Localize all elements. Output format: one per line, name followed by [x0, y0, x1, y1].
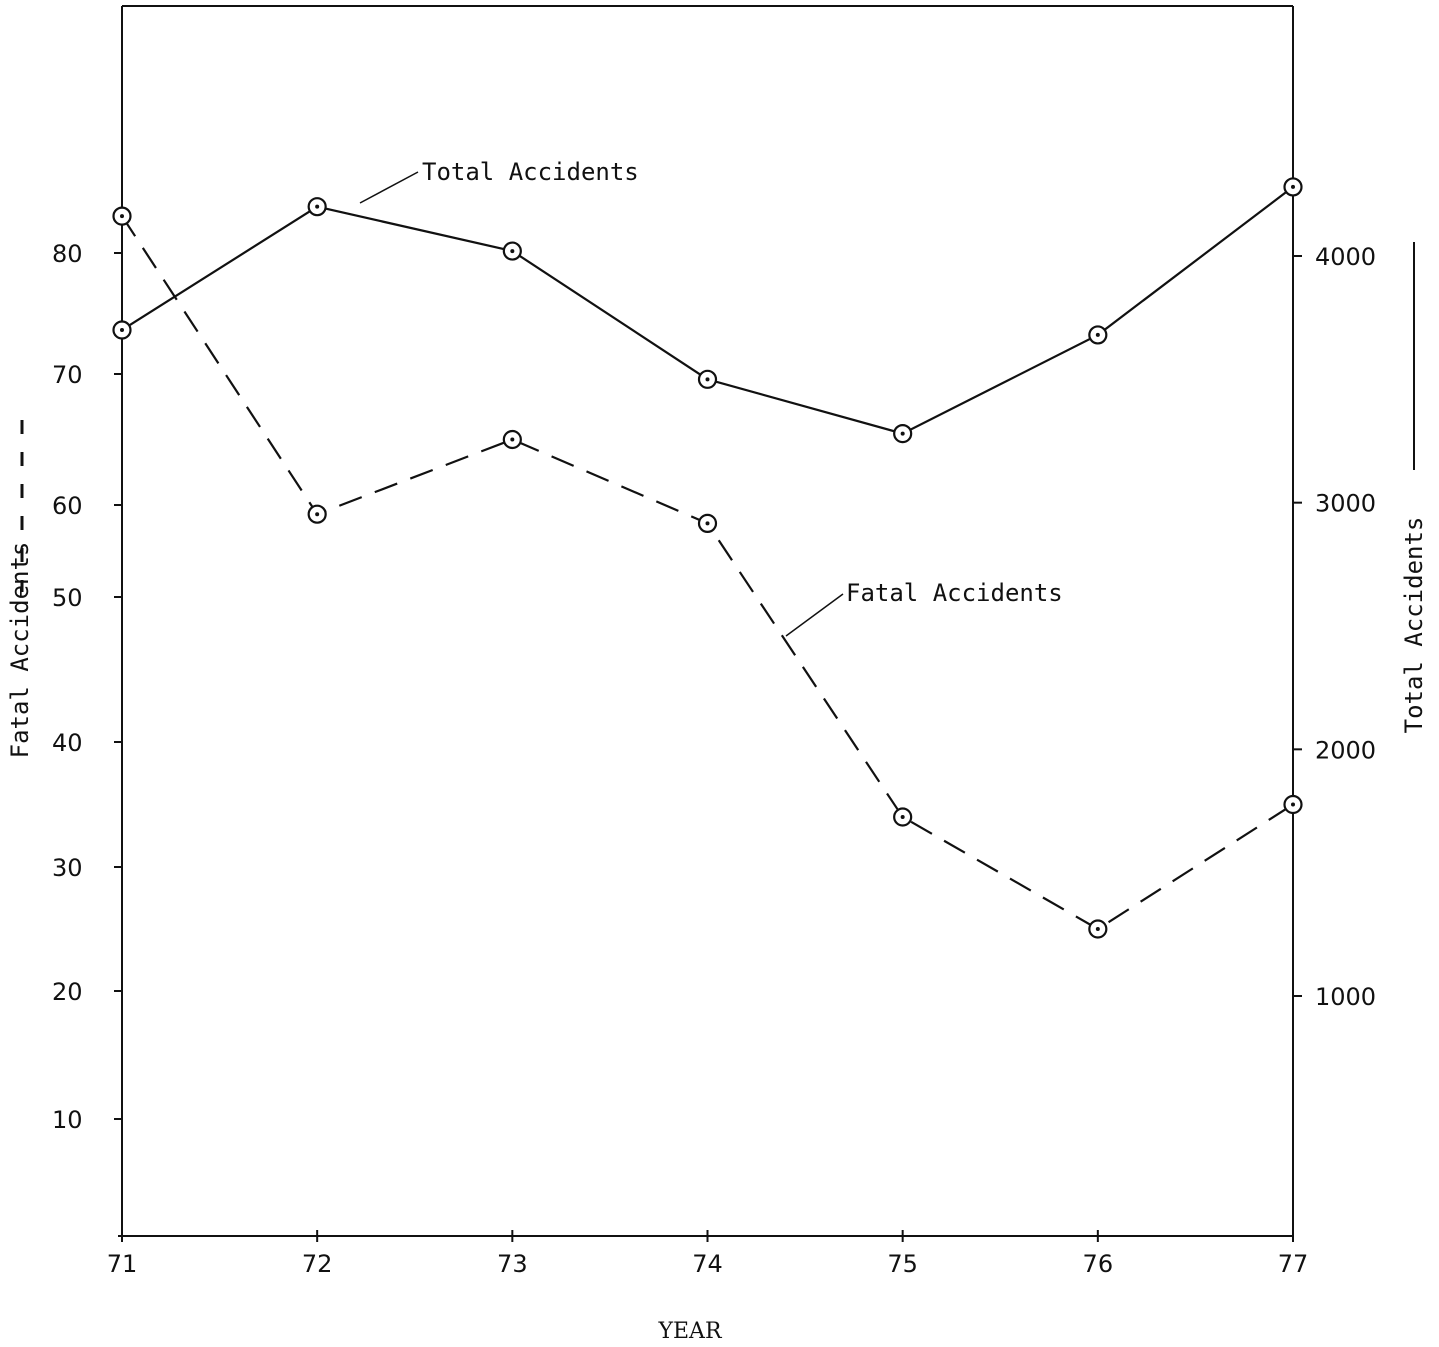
x-axis: 71 72 73 74 75 76 77 — [107, 1230, 1309, 1278]
x-tick-label: 77 — [1278, 1250, 1309, 1278]
left-axis-title: Fatal Accidents — [6, 542, 34, 759]
data-point-dot — [510, 249, 515, 254]
right-tick-label: 4000 — [1315, 243, 1376, 271]
left-tick-label: 70 — [52, 361, 83, 389]
x-tick-label: 73 — [497, 1250, 528, 1278]
data-point-dot — [705, 521, 710, 526]
data-point-dot — [705, 377, 710, 382]
left-tick-label: 80 — [52, 240, 83, 268]
x-tick-label: 71 — [107, 1250, 138, 1278]
data-point-dot — [315, 512, 320, 517]
x-tick-label: 76 — [1083, 1250, 1114, 1278]
data-point-dot — [510, 437, 515, 442]
annotation-fatal-accidents: Fatal Accidents — [846, 579, 1063, 607]
series-line-fatal-accidents — [121, 215, 1294, 931]
x-axis-title: YEAR — [657, 1319, 722, 1344]
data-point-dot — [120, 328, 124, 332]
left-y-axis: 10 20 30 40 50 60 70 80 — [52, 240, 122, 1134]
data-point-dot — [1095, 332, 1100, 337]
x-tick-label: 72 — [302, 1250, 333, 1278]
x-tick-label: 74 — [692, 1250, 723, 1278]
series-layer — [112, 177, 1303, 939]
annotation-total-leader — [359, 171, 419, 204]
left-tick-label: 10 — [52, 1106, 83, 1134]
right-y-axis: 1000 2000 3000 4000 — [1293, 243, 1376, 1011]
plot-frame — [118, 5, 1294, 1237]
data-point-dot — [900, 815, 905, 819]
right-tick-label: 1000 — [1315, 983, 1376, 1011]
annotation-total-accidents: Total Accidents — [422, 158, 639, 186]
data-point-dot — [1291, 184, 1295, 189]
left-tick-label: 20 — [52, 978, 83, 1006]
annotation-fatal-leader — [785, 593, 844, 637]
left-tick-label: 50 — [52, 584, 83, 612]
data-point-dot — [315, 204, 320, 209]
left-tick-label: 40 — [52, 729, 83, 757]
data-point-dot — [1291, 802, 1295, 807]
x-tick-label: 75 — [887, 1250, 918, 1278]
data-point-dot — [900, 431, 905, 436]
data-point-dot — [120, 214, 124, 219]
right-axis-title: Total Accidents — [1400, 517, 1428, 734]
right-tick-label: 2000 — [1315, 736, 1376, 764]
data-point-dot — [1095, 927, 1100, 931]
series-line-total-accidents — [121, 186, 1294, 435]
left-tick-label: 60 — [52, 492, 83, 520]
left-tick-label: 30 — [52, 854, 83, 882]
right-tick-label: 3000 — [1315, 490, 1376, 518]
